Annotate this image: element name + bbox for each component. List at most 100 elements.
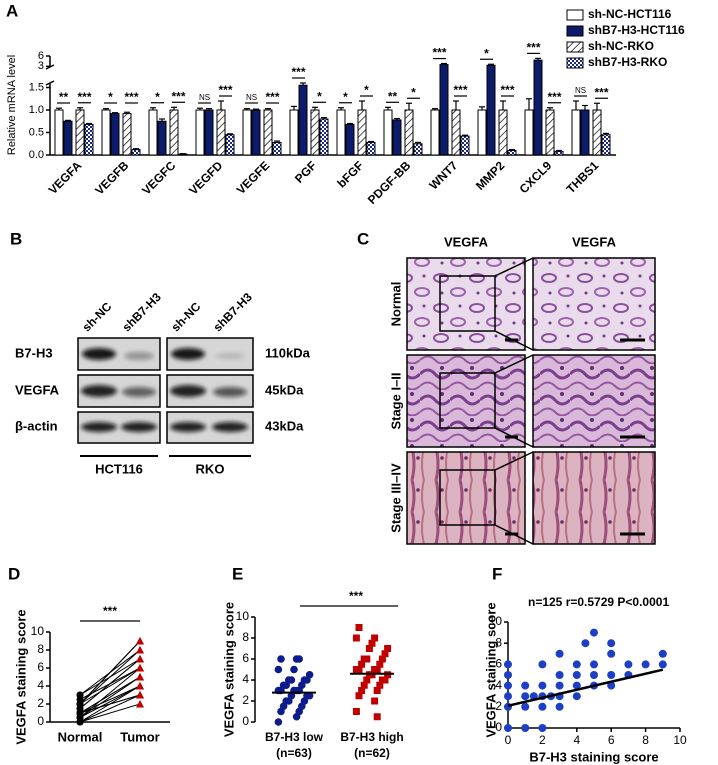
point [376,660,384,668]
point [521,681,530,690]
point [136,673,144,681]
protein-label: B7-H3 [15,345,53,360]
bar [289,109,299,156]
point [381,676,389,684]
point [590,671,598,679]
significance-label: * [155,90,160,104]
significance-label: * [484,46,489,60]
point [368,671,376,679]
significance-label: * [411,85,416,99]
point [641,660,650,669]
y-tick-label: 0.5 [29,126,44,138]
pair-line [79,703,141,723]
significance-label: *** [124,90,138,104]
legend-label: shB7-H3-RKO [588,55,667,69]
point [572,671,581,679]
point [572,660,581,669]
y-tick-label: 6 [495,657,502,671]
y-tick-label: 4 [37,678,44,692]
significance-label: NS [199,93,210,102]
bar [524,109,534,156]
y-tick-label: 2 [37,696,44,710]
point [352,708,360,715]
point [384,671,392,679]
sample-size-label: (n=62) [354,746,390,760]
point [290,665,298,674]
significance-label: NS [575,86,586,95]
bar [545,109,555,156]
significance-label: *** [453,83,467,97]
point [658,649,667,658]
bar [336,109,346,156]
bar [554,150,564,156]
y-tick-label: 8 [242,630,249,644]
x-tick-label: PDGF-BB [365,158,414,207]
point [352,634,360,642]
panel-label: F [492,564,502,583]
point [305,691,314,700]
row-label: Stage I–II [388,372,403,429]
western-blot [77,337,254,457]
point [358,687,366,694]
legend-swatch [566,41,584,53]
lane-label: sh-NC [168,299,203,334]
bar [251,109,261,156]
bar [204,109,214,156]
point [607,671,616,679]
point [538,702,547,711]
y-tick-label: 4 [242,672,249,686]
y-tick-label: 8 [37,642,44,656]
cell-line-label: RKO [196,461,225,476]
y-tick-label: 6 [38,50,44,62]
x-tick-label: THBS1 [564,158,602,196]
legend-swatch [566,9,584,21]
significance-label: ** [59,90,69,104]
significance-label: * [317,89,322,103]
bar [357,109,367,156]
panel-label: A [6,1,18,20]
x-tick-label: WNT7 [426,158,460,192]
bar [383,109,393,156]
point [504,660,512,669]
panel-label: C [357,229,369,248]
y-tick-label: 2 [495,699,502,713]
significance-label: ** [388,89,398,103]
point [360,681,368,689]
point [378,655,386,663]
x-tick-label: 10 [673,733,687,747]
significance-label: NS [246,93,257,102]
row-label: Normal [388,282,403,327]
bar [216,109,226,156]
x-tick-label: PGF [292,158,319,185]
point [274,665,283,674]
point [521,692,530,701]
y-axis-title: VEGFA staining score [221,602,236,737]
bar [122,113,132,156]
point [590,660,598,669]
point [607,649,616,658]
panel-label: B [10,229,22,248]
point [136,691,144,699]
y-tick-label: 6 [37,660,44,674]
bar [131,149,141,156]
bar [486,64,496,156]
y-tick-label: 10 [236,609,250,623]
point [277,655,285,663]
point [76,709,84,717]
x-tick-label: VEGFC [139,158,178,197]
y-tick-label: 0.0 [29,149,44,161]
pair-line [79,685,141,718]
lane-label: shB7-H3 [210,290,255,335]
protein-label: VEGFA [15,382,60,397]
significance-label: *** [526,41,540,55]
bar [507,150,517,156]
pair-line [79,658,141,709]
point [504,671,512,679]
x-tick-label: Normal [58,729,103,744]
point [504,681,512,690]
column-header: VEGFA [572,234,617,249]
x-tick-label: 0 [505,733,512,747]
point [355,624,363,631]
y-tick-label: 1.0 [29,104,44,116]
